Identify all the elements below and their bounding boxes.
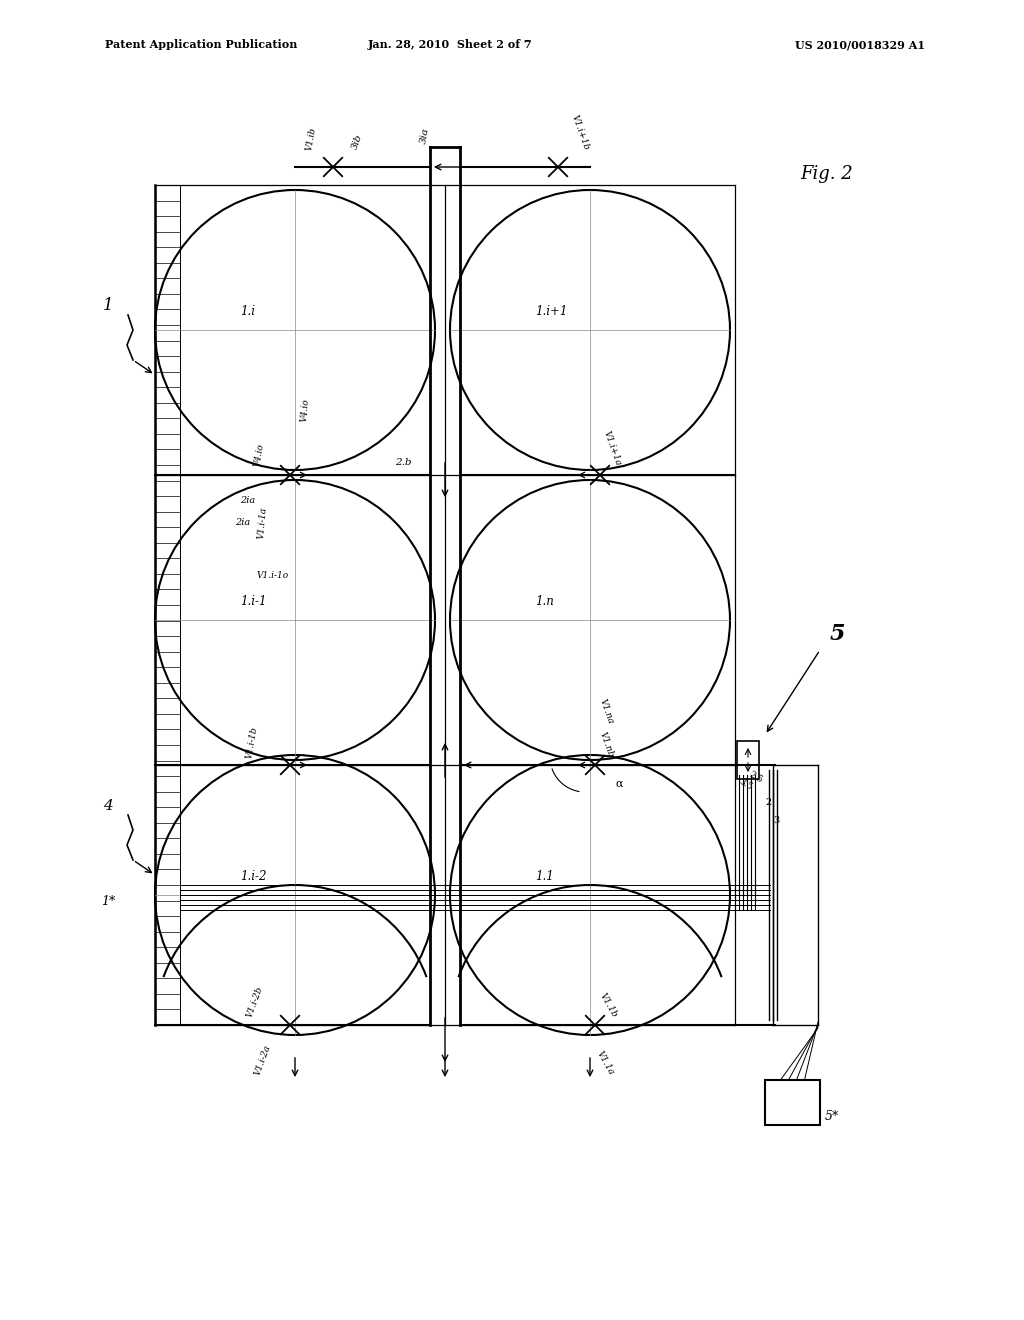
Bar xyxy=(765,1080,820,1125)
Text: Fig. 2: Fig. 2 xyxy=(800,165,853,183)
Text: 3.5: 3.5 xyxy=(737,777,754,792)
Text: 1.i+1: 1.i+1 xyxy=(535,305,567,318)
Text: 1.1: 1.1 xyxy=(535,870,554,883)
Text: V1.i-1o: V1.i-1o xyxy=(257,570,289,579)
Text: US 2010/0018329 A1: US 2010/0018329 A1 xyxy=(795,40,925,50)
Text: 3ib: 3ib xyxy=(350,133,364,150)
Text: 2.5: 2.5 xyxy=(746,770,764,785)
Text: 1.i-1: 1.i-1 xyxy=(240,595,266,609)
Text: V1.i+1a: V1.i+1a xyxy=(602,429,623,467)
Text: V1.1a: V1.1a xyxy=(595,1049,615,1077)
Text: V4.io: V4.io xyxy=(253,442,266,467)
Text: Jan. 28, 2010  Sheet 2 of 7: Jan. 28, 2010 Sheet 2 of 7 xyxy=(368,40,532,50)
Text: 2.b: 2.b xyxy=(395,458,412,467)
Text: 1.i: 1.i xyxy=(240,305,255,318)
Text: V1.i-2b: V1.i-2b xyxy=(245,986,264,1019)
Text: V1.na: V1.na xyxy=(598,697,615,725)
Text: 2: 2 xyxy=(765,799,771,807)
Text: 1: 1 xyxy=(102,297,114,314)
Bar xyxy=(737,741,759,779)
Text: 1.n: 1.n xyxy=(535,595,554,609)
Text: V1.i+1b: V1.i+1b xyxy=(570,114,591,150)
Text: 1*: 1* xyxy=(101,895,115,908)
Text: Patent Application Publication: Patent Application Publication xyxy=(105,40,297,50)
Text: 4: 4 xyxy=(103,799,113,813)
Text: 2ia: 2ia xyxy=(234,517,250,527)
Text: 5*: 5* xyxy=(825,1110,840,1123)
Text: 1.i-2: 1.i-2 xyxy=(240,870,266,883)
Text: V1.ib: V1.ib xyxy=(305,125,318,150)
Text: V1.nb: V1.nb xyxy=(598,731,615,759)
Text: V1.i-2a: V1.i-2a xyxy=(253,1044,272,1077)
Text: 2ia: 2ia xyxy=(240,496,255,506)
Text: V1.1b: V1.1b xyxy=(598,991,620,1019)
Text: 3: 3 xyxy=(773,816,779,825)
Text: V1.i-1b: V1.i-1b xyxy=(245,726,259,759)
Text: V4.io: V4.io xyxy=(300,397,311,422)
Text: α: α xyxy=(615,779,623,789)
Text: V1.i-1a: V1.i-1a xyxy=(257,507,268,540)
Text: 3ia: 3ia xyxy=(419,127,431,144)
Text: 5: 5 xyxy=(830,623,846,645)
